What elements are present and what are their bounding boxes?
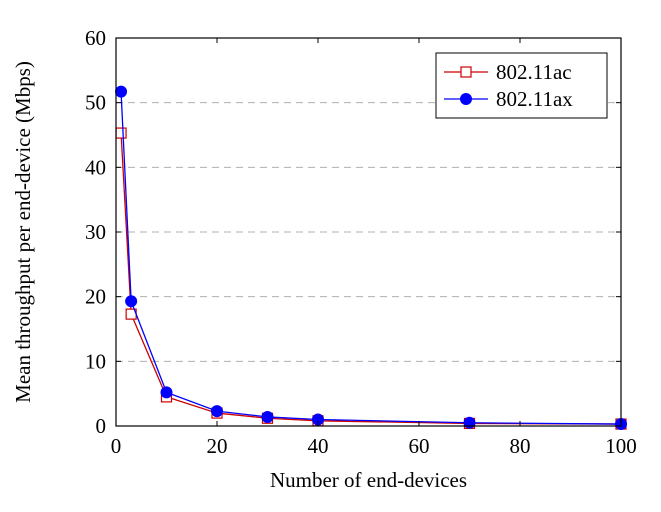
y-tick-label-30: 30 (85, 220, 106, 244)
legend-entry-802-11ac: 802.11ac (444, 60, 572, 84)
data-point-802-11ax-2 (160, 386, 173, 399)
axis-ticks: 0 20 40 60 80 100 0 10 20 30 40 50 60 (85, 26, 637, 458)
legend-marker-802-11ac (460, 66, 472, 78)
legend: 802.11ac 802.11ax (435, 52, 608, 119)
series-802-11ax (115, 85, 627, 431)
data-point-802-11ac-0 (115, 127, 127, 139)
x-tick-label-0: 0 (111, 434, 122, 458)
series-line-802-11ax (120, 91, 622, 425)
y-tick-label-60: 60 (85, 26, 106, 50)
y-tick-label-10: 10 (85, 349, 106, 373)
x-tick-label-100: 100 (605, 434, 637, 458)
data-point-802-11ax-6 (463, 416, 476, 429)
series-layer (115, 85, 627, 431)
y-axis-title: Mean throughput per end-device (Mbps) (11, 61, 35, 403)
y-tick-label-0: 0 (96, 414, 107, 438)
legend-marker-802-11ax (460, 93, 472, 105)
series-line-802-11ac (120, 133, 622, 425)
x-axis-title: Number of end-devices (270, 468, 467, 492)
x-tick-label-40: 40 (308, 434, 329, 458)
x-tick-label-80: 80 (510, 434, 531, 458)
series-802-11ac (115, 127, 627, 430)
data-point-802-11ax-3 (211, 405, 223, 418)
data-point-802-11ax-0 (115, 85, 128, 98)
x-tick-label-20: 20 (207, 434, 228, 458)
legend-box (435, 52, 608, 119)
grid (116, 102, 621, 362)
legend-symbol-0 (460, 66, 472, 78)
legend-label-802-11ax: 802.11ax (496, 87, 573, 111)
y-tick-label-50: 50 (85, 91, 106, 115)
legend-symbol-1 (460, 93, 472, 105)
data-point-802-11ax-4 (261, 410, 274, 423)
x-tick-label-60: 60 (409, 434, 430, 458)
y-tick-label-20: 20 (85, 285, 106, 309)
data-point-802-11ax-1 (125, 295, 138, 308)
legend-label-802-11ac: 802.11ac (496, 60, 572, 84)
y-tick-label-40: 40 (85, 155, 106, 179)
legend-entry-802-11ax: 802.11ax (444, 87, 573, 111)
